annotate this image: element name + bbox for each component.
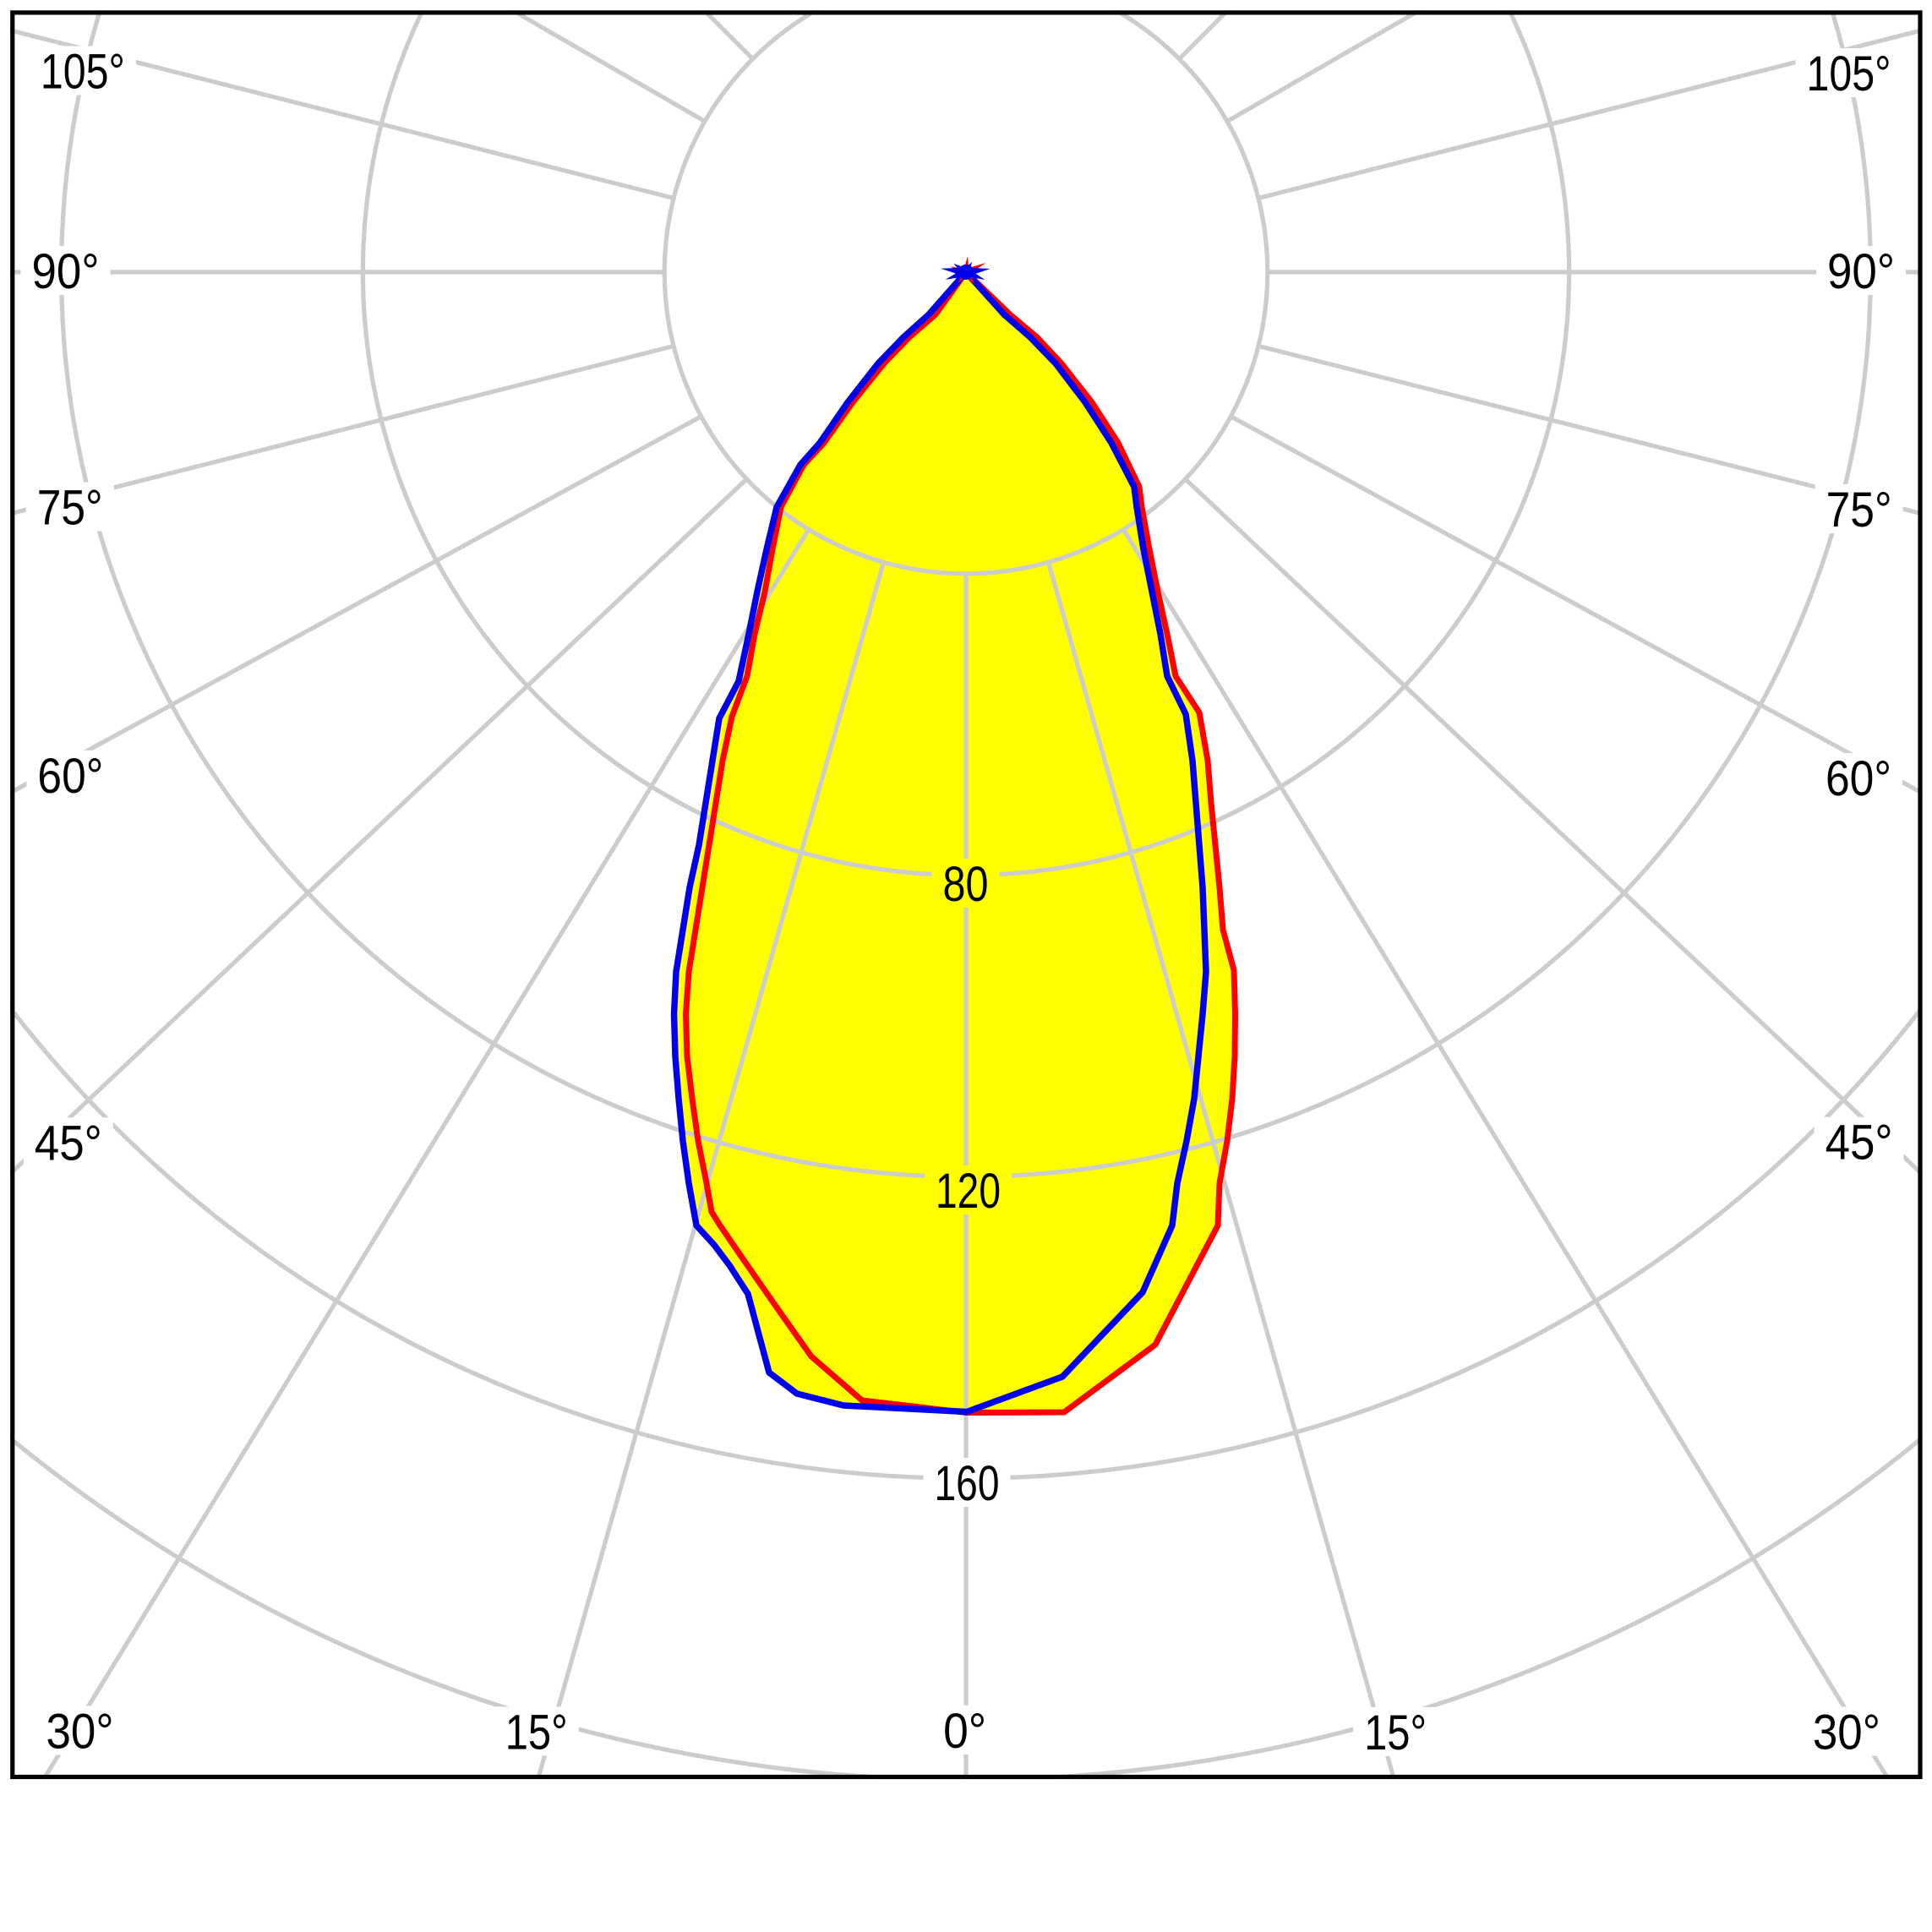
svg-text:45°: 45° xyxy=(35,1116,102,1171)
svg-text:90°: 90° xyxy=(32,244,100,299)
svg-text:45°: 45° xyxy=(1826,1116,1893,1171)
svg-text:60°: 60° xyxy=(1826,751,1891,806)
svg-text:0°: 0° xyxy=(943,1704,986,1759)
svg-text:120: 120 xyxy=(936,1164,1001,1219)
svg-text:105°: 105° xyxy=(41,45,125,100)
svg-text:60°: 60° xyxy=(37,749,103,804)
svg-text:80: 80 xyxy=(943,857,989,912)
svg-text:105°: 105° xyxy=(1807,46,1891,101)
svg-text:15°: 15° xyxy=(505,1705,568,1760)
svg-text:90°: 90° xyxy=(1827,244,1895,299)
svg-text:30°: 30° xyxy=(46,1705,114,1760)
svg-text:15°: 15° xyxy=(1364,1706,1427,1760)
svg-text:160: 160 xyxy=(935,1456,1000,1511)
svg-text:30°: 30° xyxy=(1813,1706,1880,1760)
svg-text:75°: 75° xyxy=(37,481,103,536)
svg-text:75°: 75° xyxy=(1826,483,1892,538)
